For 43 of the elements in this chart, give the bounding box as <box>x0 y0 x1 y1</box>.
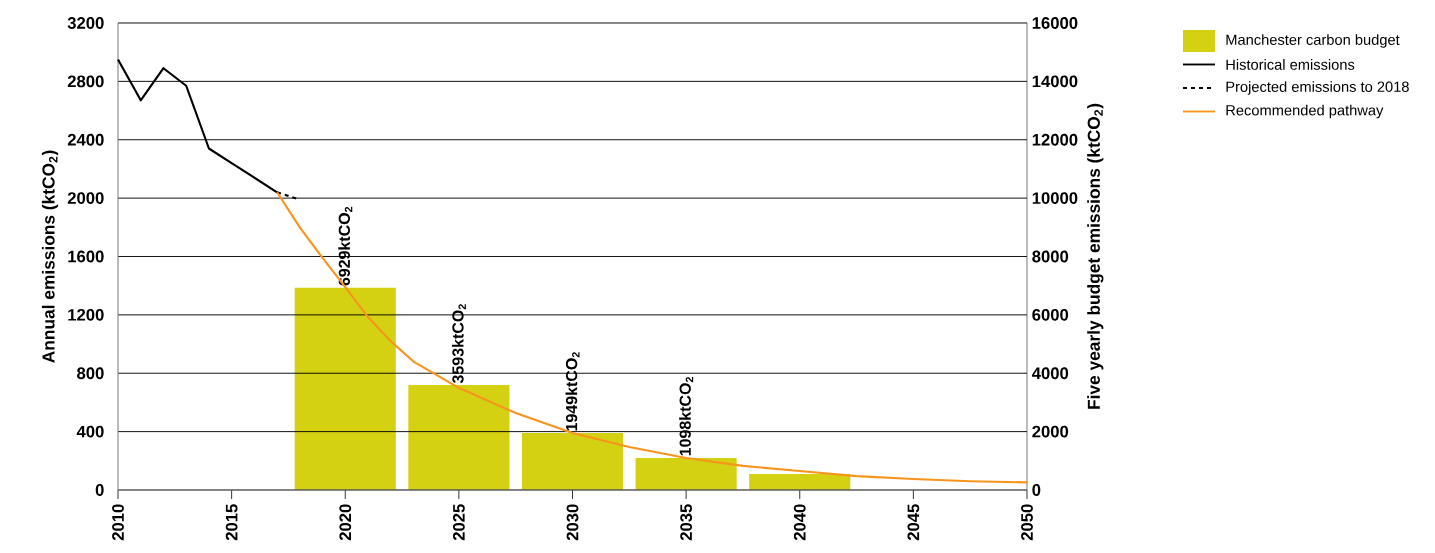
legend-label: Recommended pathway <box>1226 104 1384 119</box>
y-tick-label: 1600 <box>68 250 104 263</box>
y-tick-label: 2800 <box>67 75 104 88</box>
x-tick-label: 2020 <box>339 504 352 541</box>
y-tick-label: 1200 <box>68 308 104 321</box>
y2-tick-label: 10000 <box>1032 192 1078 205</box>
y-axis-title: Annual emissions (ktCO$_{2}$) <box>41 150 59 363</box>
line-series <box>276 191 1029 484</box>
y2-tick-label: 8000 <box>1032 250 1069 263</box>
y2-tick-label: 12000 <box>1032 133 1078 146</box>
y-tick-label: 3200 <box>67 17 104 29</box>
bar <box>521 433 624 490</box>
data-label: 6929ktCO$_{2}$ <box>338 206 353 286</box>
y2-tick-label: 0 <box>1032 484 1041 496</box>
bar <box>749 473 851 490</box>
data-label: 3593ktCO$_{2}$ <box>451 304 466 384</box>
y2-axis-title: Five yearly budget emissions (ktCO$_{2}$) <box>1087 103 1104 409</box>
y2-tick-label: 16000 <box>1032 17 1078 29</box>
x-tick-label: 2045 <box>907 504 920 541</box>
legend-label: Historical emissions <box>1226 59 1355 70</box>
y-tick-label: 2000 <box>67 192 104 205</box>
y2-tick-label: 6000 <box>1032 308 1069 321</box>
y-tick-label: 400 <box>76 425 104 438</box>
y-tick-label: 800 <box>77 367 104 380</box>
data-label: 1949ktCO$_{2}$ <box>565 352 580 431</box>
x-tick-label: 2040 <box>793 504 806 541</box>
bar <box>635 457 737 490</box>
x-tick-label: 2030 <box>566 504 579 541</box>
x-tick-label: 2025 <box>452 504 465 541</box>
legend-label: Projected emissions to 2018 <box>1226 81 1409 95</box>
x-tick-label: 2050 <box>1021 504 1033 541</box>
x-tick-label: 2035 <box>680 504 693 541</box>
y2-tick-label: 2000 <box>1032 425 1069 438</box>
y2-tick-label: 14000 <box>1032 75 1078 88</box>
x-tick-label: 2015 <box>225 504 238 541</box>
x-tick-label: 2010 <box>112 504 124 541</box>
bar <box>408 385 510 490</box>
data-label: 1098ktCO$_{2}$ <box>679 377 694 456</box>
y2-tick-label: 4000 <box>1031 367 1069 380</box>
legend-label: Manchester carbon budget <box>1226 34 1400 48</box>
bar <box>294 287 396 490</box>
y-tick-label: 2400 <box>67 133 104 146</box>
y-tick-label: 0 <box>95 484 104 496</box>
